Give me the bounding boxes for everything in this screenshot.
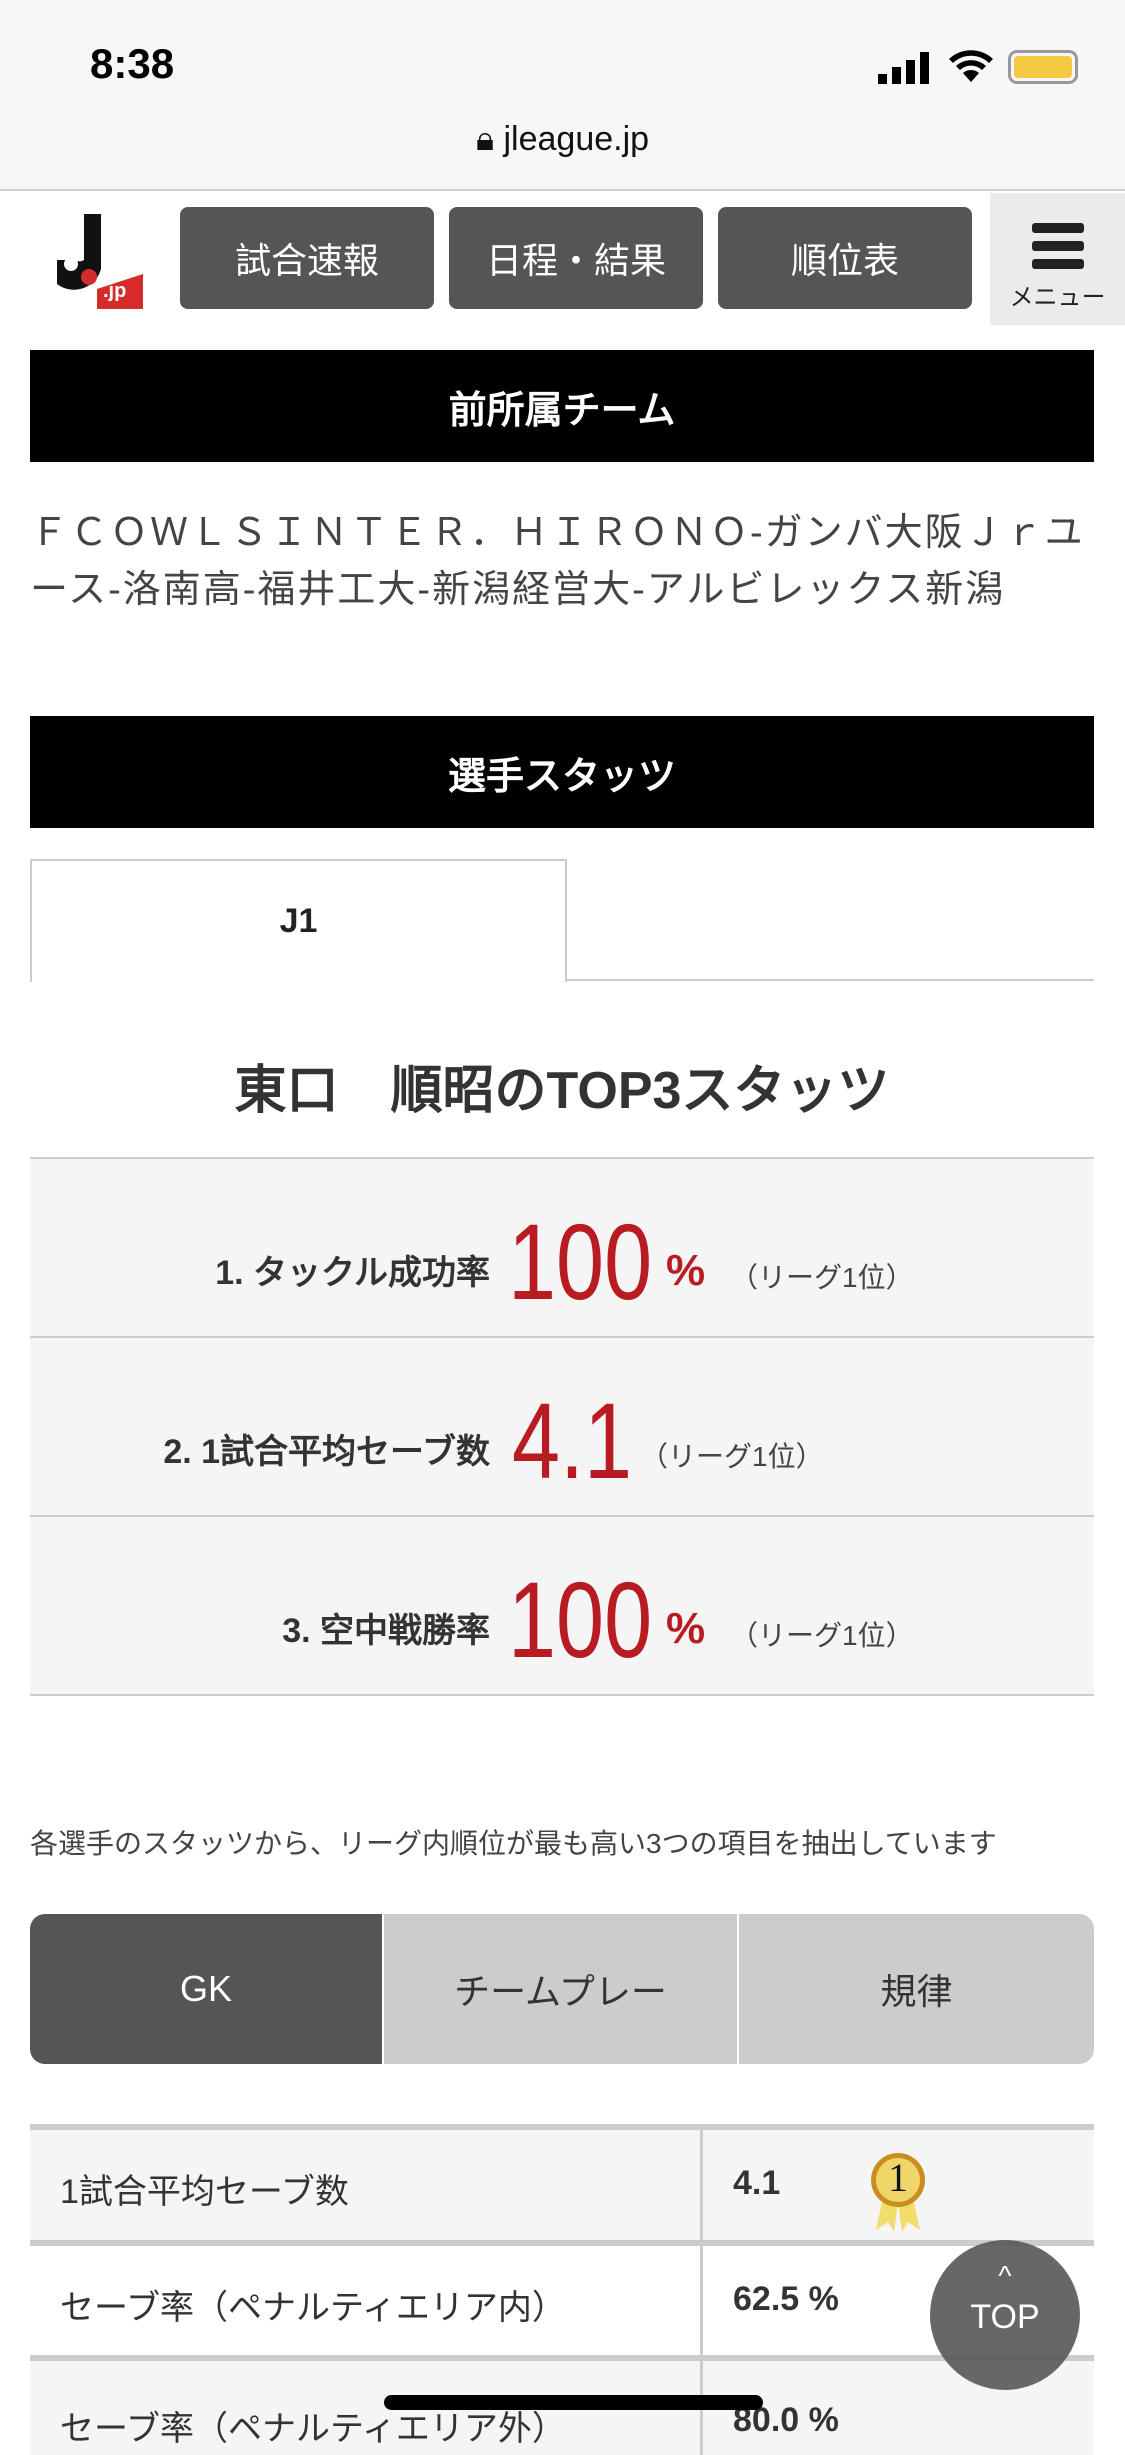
nav-match-live[interactable]: 試合速報 [180, 207, 434, 309]
stat-label: 1. タックル成功率 [215, 1254, 490, 1292]
nav-schedule-results[interactable]: 日程・結果 [449, 207, 703, 309]
url-text: jleague.jp [503, 120, 650, 158]
row-value: 4.1 [733, 2164, 781, 2202]
logo-mark-icon [57, 214, 143, 309]
row-value-cell: 4.1 [700, 2130, 1094, 2242]
tab-divider [565, 979, 1094, 981]
scroll-to-top-button[interactable]: ^ TOP [930, 2240, 1080, 2390]
row-value: 62.5 % [733, 2280, 839, 2318]
logo-text: .jp [103, 280, 127, 302]
wifi-icon [949, 50, 993, 82]
stat-value: 4.1 [512, 1380, 633, 1501]
stat-label: 3. 空中戦勝率 [282, 1612, 490, 1650]
menu-label: メニュー [1009, 284, 1106, 311]
stat-unit: % [666, 1604, 706, 1653]
hamburger-icon [1031, 223, 1084, 269]
player-stats-heading: 選手スタッツ [30, 716, 1094, 828]
top3-row: 2. 1試合平均セーブ数 4.1 （リーグ1位） [30, 1336, 1094, 1515]
top3-row: 1. タックル成功率 100 % （リーグ1位） [30, 1157, 1094, 1336]
gold-medal-icon: 1 [868, 2150, 928, 2234]
stat-value: 100 [508, 1559, 653, 1680]
table-row: 1試合平均セーブ数 4.1 1 [30, 2124, 1094, 2242]
stat-rank: （リーグ1位） [730, 1262, 914, 1293]
browser-status-bar: 8:38 🔒︎ jleague.jp [0, 0, 1125, 191]
nav-standings[interactable]: 順位表 [718, 207, 972, 309]
tab-team-play[interactable]: チームプレー [384, 1914, 737, 2064]
battery-icon [1008, 50, 1078, 84]
address-bar[interactable]: 🔒︎ jleague.jp [0, 120, 1125, 159]
tab-j1[interactable]: J1 [30, 859, 567, 982]
row-label: セーブ率（ペナルティエリア内） [60, 2289, 566, 2327]
stat-rank: （リーグ1位） [640, 1441, 824, 1472]
tab-gk[interactable]: GK [30, 1914, 382, 2064]
stat-rank: （リーグ1位） [730, 1620, 914, 1651]
previous-teams-heading: 前所属チーム [30, 350, 1094, 462]
table-row: セーブ率（ペナルティエリア内） 62.5 % [30, 2240, 1094, 2358]
stat-unit: % [666, 1246, 706, 1295]
stat-value: 100 [508, 1201, 653, 1322]
previous-teams-text: ＦＣＯＷＬＳＩＮＴＥＲ．ＨＩＲＯＮＯ-ガンバ大阪Ｊｒユース-洛南高-福井工大-新… [30, 512, 1085, 611]
lock-icon: 🔒︎ [475, 120, 504, 158]
top3-title: 東口 順昭のTOP3スタッツ [234, 1062, 890, 1120]
top3-row: 3. 空中戦勝率 100 % （リーグ1位） [30, 1515, 1094, 1696]
menu-button[interactable]: メニュー [990, 193, 1125, 325]
tab-discipline[interactable]: 規律 [739, 1914, 1094, 2064]
jleague-logo[interactable]: .jp [51, 214, 151, 314]
signal-icon [878, 52, 929, 84]
home-indicator[interactable] [384, 2395, 763, 2410]
stat-label: 2. 1試合平均セーブ数 [163, 1433, 490, 1471]
row-label: 1試合平均セーブ数 [60, 2173, 349, 2211]
row-value-cell: 62.5 % [700, 2246, 1094, 2358]
top3-note: 各選手のスタッツから、リーグ内順位が最も高い3つの項目を抽出しています [30, 1828, 997, 1859]
medal-rank: 1 [888, 2155, 908, 2200]
up-arrow-icon: ^ [998, 2260, 1012, 2291]
clock: 8:38 [90, 40, 175, 87]
top-label: TOP [970, 2298, 1040, 2336]
